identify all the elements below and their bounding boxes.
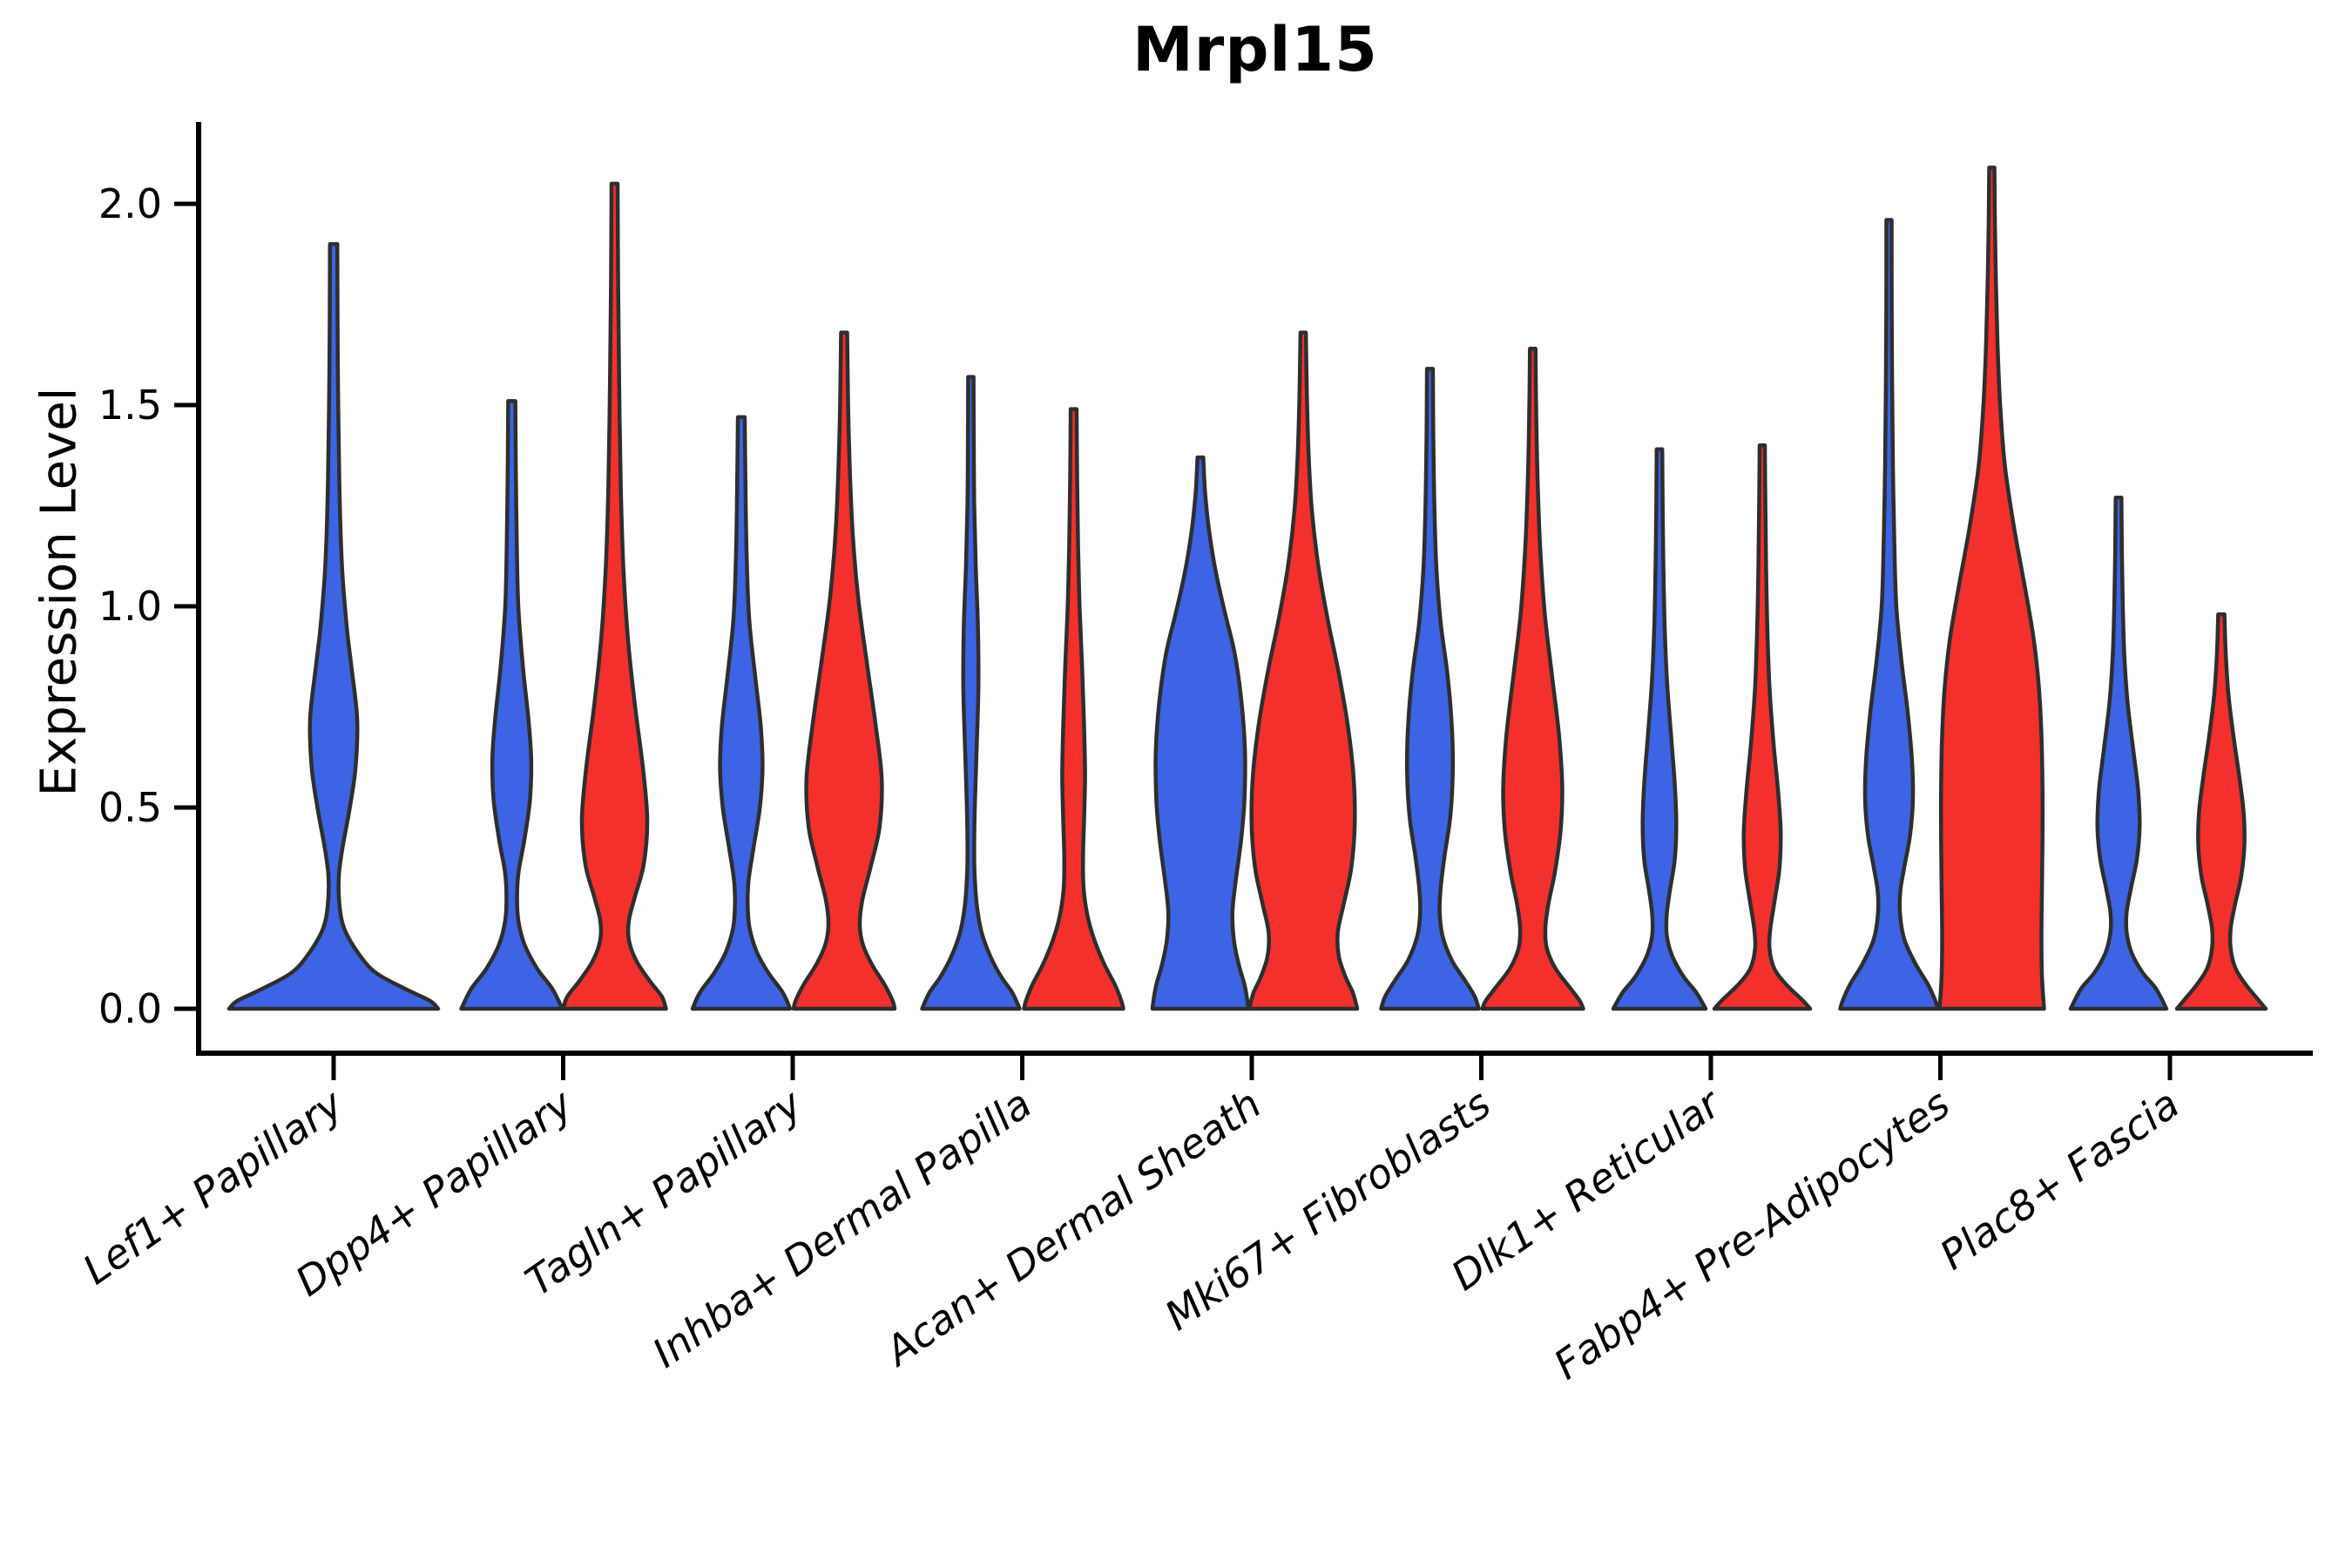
violin-red-4: [1247, 330, 1360, 1011]
violin-blue-7: [1838, 218, 1940, 1011]
violin-red-5: [1480, 347, 1585, 1011]
violin-blue-4: [1150, 455, 1251, 1011]
y-tick-label: 1.5: [98, 382, 162, 429]
y-tick-label: 0.5: [98, 784, 162, 831]
y-tick-label: 2.0: [98, 180, 162, 227]
y-tick-label: 1.0: [98, 583, 162, 630]
violin-red-1: [561, 181, 668, 1011]
violin-blue-8: [2068, 496, 2169, 1011]
violin-blue-0: [226, 241, 441, 1011]
y-axis-title: Expression Level: [30, 387, 88, 797]
violin-blue-3: [920, 375, 1022, 1011]
x-tick-label: Acan+ Dermal Sheath: [875, 1080, 1269, 1376]
violin-blue-2: [690, 415, 793, 1011]
violin-red-3: [1022, 407, 1125, 1011]
violin-blue-6: [1611, 447, 1708, 1011]
plot-title: Mrpl15: [1132, 14, 1378, 85]
violin-blue-5: [1379, 367, 1481, 1011]
x-tick-label: Fabp4+ Pre-Adipocytes: [1545, 1080, 1958, 1389]
y-tick-label: 0.0: [98, 985, 162, 1032]
violin-red-2: [791, 330, 897, 1011]
x-tick-label: Inhba+ Dermal Papilla: [644, 1080, 1040, 1377]
violin-red-7: [1937, 166, 2046, 1011]
violin-blue-1: [459, 399, 564, 1011]
violin-red-8: [2174, 612, 2268, 1011]
violin-red-6: [1712, 443, 1813, 1011]
x-tick-label: Plac8+ Fascia: [1931, 1080, 2187, 1280]
